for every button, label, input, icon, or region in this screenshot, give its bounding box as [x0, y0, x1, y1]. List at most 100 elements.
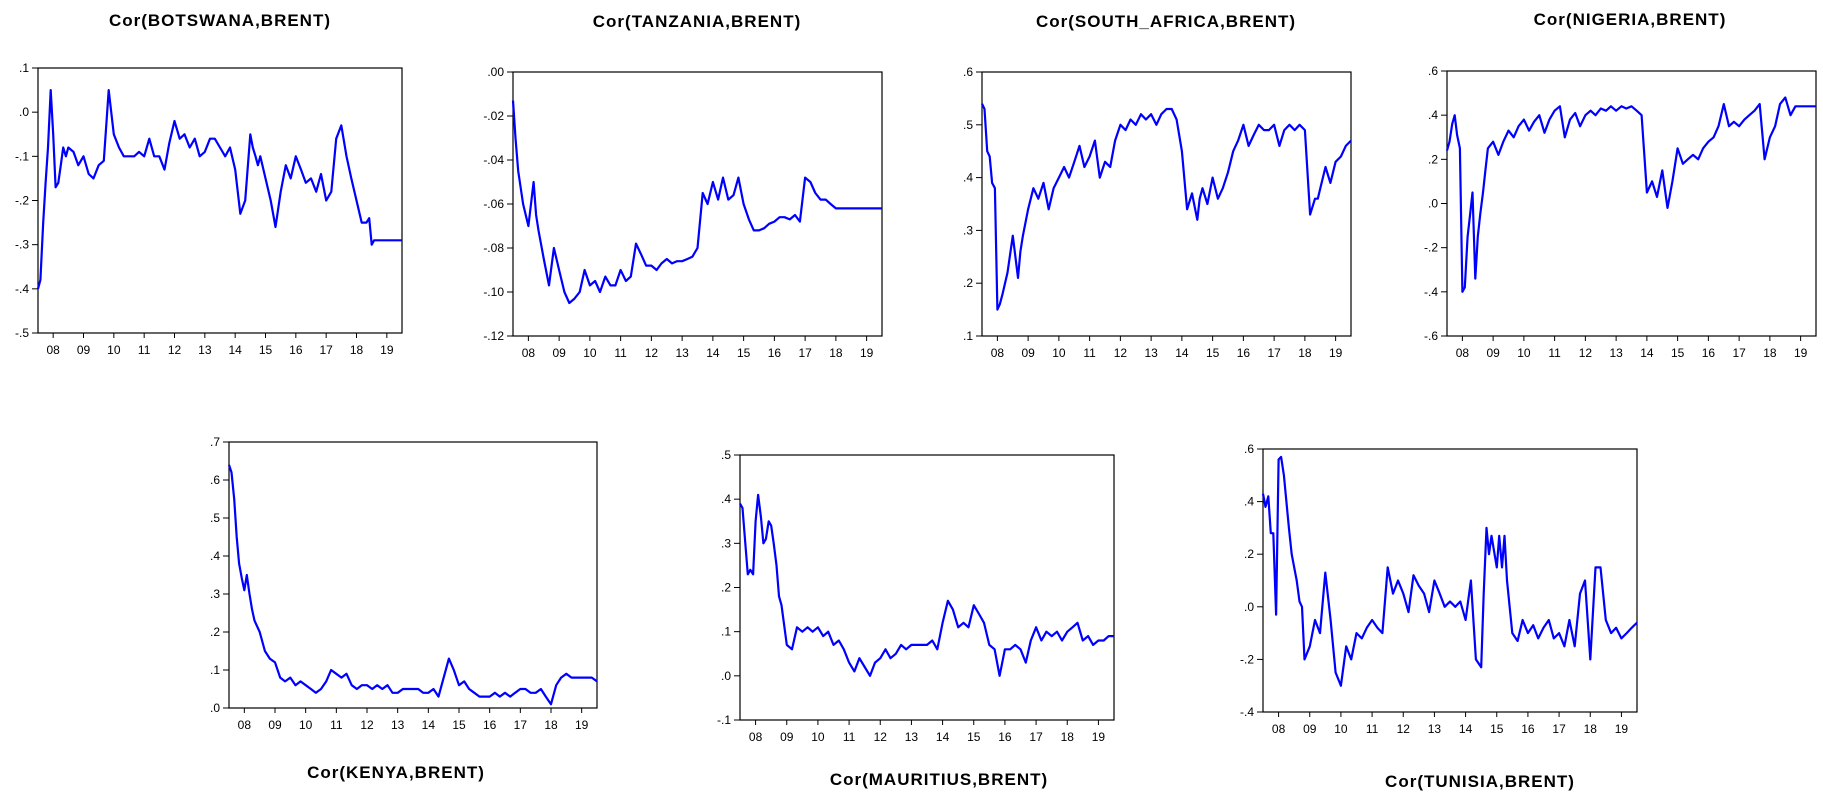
x-tick-label: 12	[874, 730, 888, 744]
y-tick-label: .6	[1244, 442, 1254, 456]
x-tick-label: 08	[1456, 346, 1470, 360]
x-tick-label: 18	[1298, 346, 1312, 360]
x-tick-label: 11	[1548, 346, 1561, 360]
series-line	[511, 100, 882, 305]
x-tick-label: 17	[1029, 730, 1043, 744]
x-tick-label: 10	[1334, 722, 1348, 736]
y-tick-label: .1	[721, 625, 731, 639]
y-tick-label: -.6	[1424, 329, 1438, 343]
x-tick-label: 09	[780, 730, 794, 744]
x-tick-label: 10	[107, 343, 121, 357]
x-tick-label: 12	[1579, 346, 1593, 360]
y-tick-label: -.5	[15, 326, 29, 340]
x-tick-label: 12	[645, 346, 659, 360]
x-tick-label: 15	[1671, 346, 1685, 360]
x-tick-label: 13	[905, 730, 919, 744]
x-tick-label: 13	[1428, 722, 1442, 736]
y-tick-label: .6	[1428, 64, 1438, 78]
x-tick-label: 17	[798, 346, 812, 360]
x-tick-label: 09	[552, 346, 566, 360]
x-tick-label: 12	[168, 343, 182, 357]
y-tick-label: -.4	[1240, 705, 1254, 719]
y-tick-label: -.2	[15, 194, 29, 208]
y-tick-label: -.12	[483, 329, 504, 343]
plot-frame	[739, 454, 1115, 721]
x-tick-label: 10	[811, 730, 825, 744]
x-tick-label: 13	[675, 346, 689, 360]
x-tick-label: 17	[1732, 346, 1746, 360]
y-tick-label: -.08	[483, 241, 504, 255]
series-line	[227, 464, 598, 706]
series-line	[1261, 455, 1638, 687]
y-tick-label: .3	[721, 536, 731, 550]
x-tick-label: 18	[1763, 346, 1777, 360]
y-tick-label: .4	[1428, 108, 1438, 122]
x-tick-label: 14	[936, 730, 950, 744]
x-tick-label: 11	[843, 730, 856, 744]
series-line	[36, 89, 402, 290]
y-tick-label: -.02	[483, 109, 504, 123]
panel-south-africa: Cor(SOUTH_AFRICA,BRENT) .6 .5 .4 .3 .2 .1 08 09 1…	[963, 12, 1352, 360]
x-tick-label: 15	[737, 346, 751, 360]
series-line	[739, 493, 1114, 677]
x-tick-label: 19	[1794, 346, 1808, 360]
y-tick-label: .2	[210, 625, 220, 639]
y-tick-label: .0	[19, 105, 29, 119]
panel-kenya: Cor(KENYA,BRENT) .7 .6 .5 .4 .3 .2 .1 .0 08 09 10 11…	[210, 435, 598, 782]
x-tick-label: 11	[1366, 722, 1379, 736]
y-tick-label: .4	[210, 549, 220, 563]
x-tick-label: 08	[749, 730, 763, 744]
y-tick-label: .4	[1244, 495, 1254, 509]
y-tick-label: -.2	[1240, 652, 1254, 666]
x-tick-label: 15	[259, 343, 273, 357]
x-tick-label: 14	[1640, 346, 1654, 360]
x-tick-label: 18	[544, 718, 558, 732]
panel-tunisia: Cor(TUNISIA,BRENT) .6 .4 .2 .0 -.2 -.4 08 09 10 11…	[1240, 442, 1638, 791]
series-line	[981, 103, 1352, 311]
y-tick-label: .3	[963, 223, 973, 237]
x-tick-label: 08	[46, 343, 60, 357]
y-tick-label: .00	[487, 65, 504, 79]
x-tick-label: 11	[614, 346, 627, 360]
y-tick-label: .5	[210, 511, 220, 525]
x-tick-label: 10	[583, 346, 597, 360]
plot-frame	[981, 71, 1352, 337]
x-tick-label: 17	[1267, 346, 1281, 360]
x-tick-label: 16	[483, 718, 497, 732]
x-tick-label: 12	[360, 718, 374, 732]
y-tick-label: .0	[1244, 600, 1254, 614]
y-tick-label: .1	[210, 663, 220, 677]
x-tick-label: 18	[829, 346, 843, 360]
x-tick-label: 10	[1052, 346, 1066, 360]
x-tick-label: 18	[1061, 730, 1075, 744]
y-tick-label: -.1	[15, 149, 29, 163]
x-tick-label: 12	[1114, 346, 1128, 360]
y-tick-label: .4	[721, 492, 731, 506]
plot-frame	[512, 71, 883, 337]
y-tick-label: .5	[963, 118, 973, 132]
x-tick-label: 14	[1459, 722, 1473, 736]
y-tick-label: .4	[963, 171, 973, 185]
chart-title: Cor(TANZANIA,BRENT)	[593, 12, 802, 31]
x-tick-label: 15	[967, 730, 981, 744]
y-tick-label: -.10	[483, 285, 504, 299]
x-tick-label: 17	[319, 343, 333, 357]
chart-title: Cor(TUNISIA,BRENT)	[1385, 772, 1575, 791]
x-tick-label: 16	[1521, 722, 1535, 736]
y-tick-label: -.04	[483, 153, 504, 167]
x-tick-label: 19	[860, 346, 874, 360]
chart-title: Cor(BOTSWANA,BRENT)	[109, 11, 331, 30]
y-tick-label: .2	[721, 581, 731, 595]
y-tick-label: .2	[1428, 152, 1438, 166]
x-tick-label: 11	[1083, 346, 1096, 360]
x-tick-label: 19	[1615, 722, 1629, 736]
x-tick-label: 14	[228, 343, 242, 357]
x-tick-label: 15	[452, 718, 466, 732]
x-tick-label: 19	[1329, 346, 1343, 360]
x-tick-label: 19	[380, 343, 394, 357]
x-tick-label: 13	[198, 343, 212, 357]
x-tick-label: 18	[350, 343, 364, 357]
x-tick-label: 08	[238, 718, 252, 732]
x-tick-label: 19	[1092, 730, 1106, 744]
chart-title: Cor(NIGERIA,BRENT)	[1534, 10, 1727, 29]
